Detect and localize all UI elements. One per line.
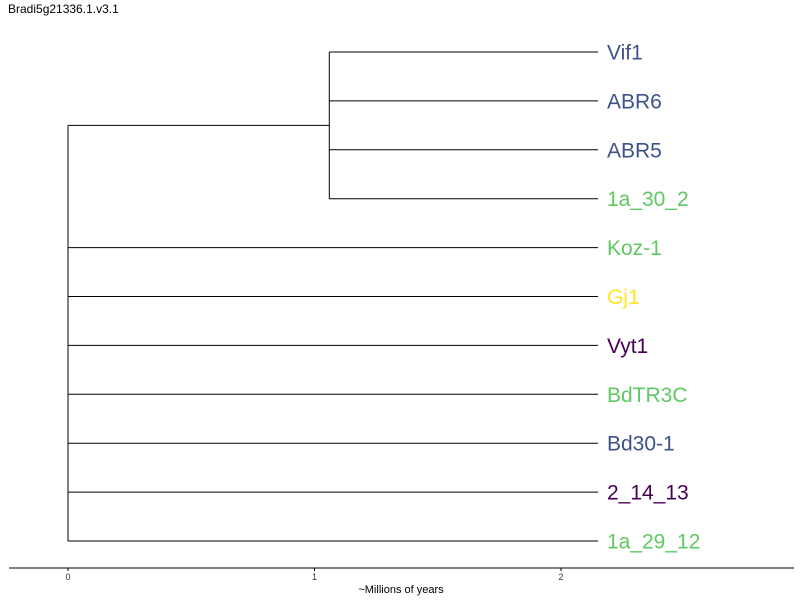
leaf-label: ABR6	[607, 90, 662, 113]
x-axis-ticks: 0 1 2	[65, 568, 564, 582]
leaf-labels: Vif1 ABR6 ABR5 1a_30_2 Koz-1 Gj1 Vyt1 BdTR3C Bd3…	[607, 42, 700, 554]
leaf-label: 1a_30_2	[607, 188, 689, 211]
leaf-label: Vif1	[607, 42, 643, 65]
leaf-label: 2_14_13	[607, 482, 689, 505]
leaf-label: BdTR3C	[607, 384, 688, 407]
x-tick-label: 1	[312, 572, 317, 582]
leaf-label: 1a_29_12	[607, 531, 700, 554]
leaf-label: Bd30-1	[607, 433, 675, 456]
tree-title: Bradi5g21336.1.v3.1	[8, 2, 119, 16]
leaf-label: ABR5	[607, 139, 662, 162]
leaf-label: Gj1	[607, 286, 640, 309]
x-tick-label: 2	[558, 572, 563, 582]
tree-branches	[67, 51, 598, 542]
x-tick-label: 0	[65, 572, 70, 582]
leaf-label: Vyt1	[607, 335, 648, 358]
leaf-label: Koz-1	[607, 237, 662, 260]
x-axis-title: ~Millions of years	[358, 584, 444, 596]
